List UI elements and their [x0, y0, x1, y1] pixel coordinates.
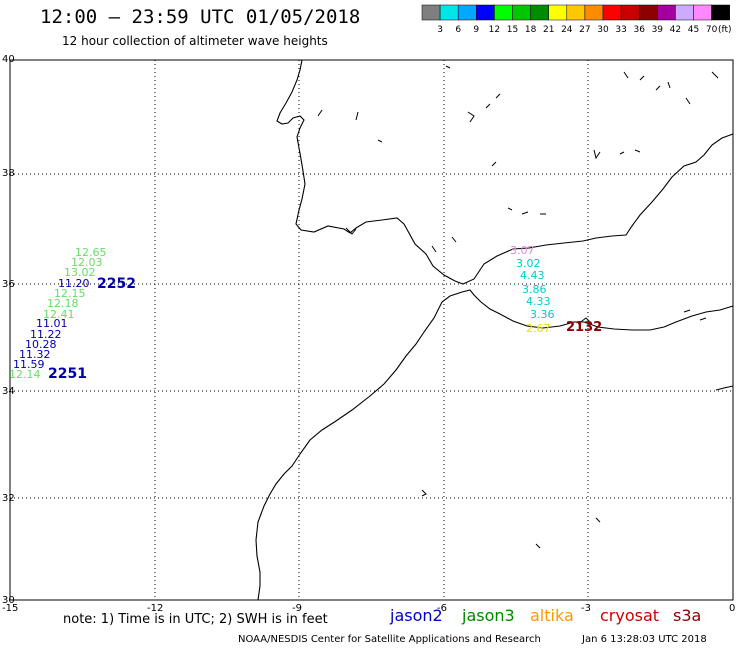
colorbar-label: 15 [507, 25, 518, 35]
swh-label: 12.65 [75, 246, 107, 259]
colorbar [421, 4, 730, 21]
colorbar-label: 21 [543, 25, 554, 35]
legend-cryosat: cryosat [600, 606, 660, 625]
swh-label: 11.22 [30, 328, 62, 341]
swh-label: 11.59 [13, 358, 45, 371]
colorbar-swatch [494, 4, 513, 21]
swh-label: 4.43 [520, 269, 545, 282]
colorbar-label: 24 [561, 25, 573, 35]
legend-jason2: jason2 [390, 606, 443, 625]
lat-tick-label: 34 [2, 386, 15, 397]
colorbar-swatch [439, 4, 459, 21]
colorbar-swatch [711, 4, 730, 21]
pass-time-2251: 2251 [48, 366, 87, 382]
swh-label: 4.33 [526, 295, 551, 308]
colorbar-swatch [476, 4, 495, 21]
lat-tick-label: 30 [2, 595, 15, 606]
swh-label: 13.02 [64, 266, 96, 279]
colorbar-label: 18 [525, 25, 537, 35]
alboran-islands [345, 227, 457, 253]
swh-label: 12.14 [9, 368, 41, 381]
colorbar-label: 30 [597, 25, 609, 35]
colorbar-swatch [566, 4, 586, 21]
footer-source: NOAA/NESDIS Center for Satellite Applica… [238, 634, 541, 645]
coast-detail-2 [421, 309, 707, 549]
page-title: 12:00 – 23:59 UTC 01/05/2018 [40, 6, 361, 28]
swh-label: 12.18 [47, 297, 79, 310]
colorbar-swatch [530, 4, 549, 21]
colorbar-swatch [602, 4, 622, 21]
legend-s3a: s3a [673, 606, 702, 625]
swh-label: 2.67 [526, 322, 551, 335]
west-track-labels: 12.6512.0313.0211.2012.1512.1812.4111.01… [9, 246, 107, 381]
colorbar-label: 36 [633, 25, 645, 35]
lon-tick-label: -12 [147, 603, 163, 614]
swh-label: 11.32 [19, 348, 51, 361]
colorbar-label: 9 [473, 25, 479, 35]
lat-tick-label: 38 [2, 168, 15, 179]
colorbar-swatch [584, 4, 604, 21]
colorbar-label: 27 [579, 25, 590, 35]
swh-label: 3.02 [516, 257, 541, 270]
colorbar-swatch [421, 4, 441, 21]
colorbar-unit: (ft) [718, 25, 732, 35]
colorbar-swatch [675, 4, 694, 21]
legend-jason3: jason3 [462, 606, 515, 625]
coast-detail-1 [317, 65, 719, 215]
colorbar-label: 42 [670, 25, 681, 35]
africa-coastline [255, 289, 734, 601]
colorbar-swatch [548, 4, 568, 21]
page-subtitle: 12 hour collection of altimeter wave hei… [62, 34, 328, 48]
colorbar-swatch [638, 4, 658, 21]
swh-label: 3.36 [530, 308, 555, 321]
swh-label: 11.20 [58, 277, 90, 290]
east-track-labels: 3.073.024.433.864.333.362.67 [510, 244, 555, 335]
colorbar-label: 3 [437, 25, 443, 35]
legend-altika: altika [530, 606, 574, 625]
colorbar-swatch [657, 4, 676, 21]
lat-tick-label: 36 [2, 279, 15, 290]
lon-tick-labels: -15 -12 -9 -6 -3 0 [2, 603, 735, 614]
lon-tick-label: -9 [292, 603, 302, 614]
lon-tick-label: -3 [581, 603, 591, 614]
legend-note: note: 1) Time is in UTC; 2) SWH is in fe… [63, 612, 328, 627]
map-frame [9, 59, 734, 601]
colorbar-swatch [457, 4, 477, 21]
swh-label: 10.28 [25, 338, 57, 351]
colorbar-label: 12 [489, 25, 500, 35]
swh-label: 12.41 [43, 308, 75, 321]
swh-label: 12.15 [54, 287, 86, 300]
colorbar-label: 33 [615, 25, 626, 35]
footer-timestamp: Jan 6 13:28:03 UTC 2018 [582, 634, 707, 645]
iberia-coastline [276, 59, 734, 285]
colorbar-label: 6 [455, 25, 461, 35]
colorbar-labels: 3 6 9 12 15 18 21 24 27 30 33 36 39 42 45 70 (ft) [437, 25, 731, 35]
colorbar-swatch [512, 4, 531, 21]
colorbar-label: 45 [688, 25, 699, 35]
lat-tick-label: 40 [2, 54, 15, 65]
lat-tick-labels: 40 38 36 34 32 30 [2, 54, 15, 606]
lon-tick-label: -15 [2, 603, 18, 614]
pass-time-2252: 2252 [97, 276, 136, 292]
colorbar-swatch [620, 4, 640, 21]
lon-tick-label: 0 [729, 603, 735, 614]
swh-label: 11.01 [36, 317, 68, 330]
colorbar-label: 39 [652, 25, 664, 35]
swh-label: 3.07 [510, 244, 535, 257]
colorbar-label: 70 [706, 25, 718, 35]
lon-tick-label: -6 [437, 603, 447, 614]
lat-tick-label: 32 [2, 493, 15, 504]
pass-time-2132: 2132 [566, 320, 602, 335]
swh-label: 3.86 [522, 283, 547, 296]
grid [10, 60, 733, 600]
colorbar-swatch [693, 4, 712, 21]
swh-label: 12.03 [71, 256, 103, 269]
